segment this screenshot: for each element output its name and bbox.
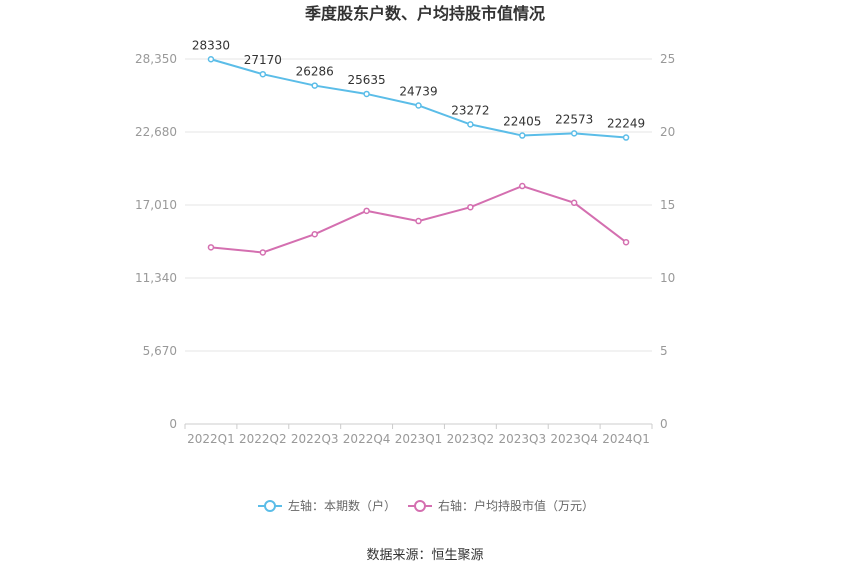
data-point (467, 121, 474, 128)
x-tick-label: 2022Q1 (187, 432, 235, 446)
data-label: 22573 (555, 112, 593, 126)
legend-item-label: 右轴：户均持股市值（万元） (438, 498, 594, 513)
right-tick-label: 25 (660, 52, 675, 66)
data-point (570, 130, 578, 137)
left-tick-label: 11,340 (135, 271, 177, 285)
right-tick-label: 10 (660, 271, 675, 285)
data-label: 22249 (607, 117, 645, 131)
left-tick-label: 17,010 (135, 198, 177, 212)
right-tick-label: 0 (660, 417, 668, 431)
right-tick-label: 5 (660, 344, 668, 358)
x-tick-label: 2023Q3 (498, 432, 546, 446)
legend[interactable]: 左轴：本期数（户） 右轴：户均持股市值（万元） (258, 498, 594, 513)
axes: 0 5,670 11,340 17,010 22,680 28,350 0 5 10 15 20 25… (135, 52, 675, 446)
data-label: 25635 (348, 73, 386, 87)
series-layer: 28330 27170 26286 25635 24739 23272 22405 22573… (192, 38, 645, 256)
data-point (570, 199, 578, 207)
data-point (311, 230, 318, 238)
chart-title: 季度股东户数、户均持股市值情况 (304, 4, 545, 23)
data-point (207, 56, 215, 63)
data-point (259, 249, 267, 256)
x-tick-label: 2022Q2 (239, 432, 287, 446)
data-point (622, 238, 630, 246)
data-point (415, 102, 422, 109)
data-label: 27170 (244, 53, 282, 67)
left-tick-label: 22,680 (135, 125, 177, 139)
x-tick-label: 2022Q4 (343, 432, 391, 446)
data-point (519, 132, 526, 139)
data-point (363, 207, 370, 215)
legend-marker (414, 500, 426, 512)
x-tick-label: 2022Q3 (291, 432, 339, 446)
data-point (363, 90, 370, 98)
left-tick-label: 0 (169, 417, 177, 431)
left-tick-label: 28,350 (135, 52, 177, 66)
data-point (519, 182, 526, 190)
data-label: 26286 (296, 65, 334, 79)
data-point (415, 217, 422, 225)
x-tick-label: 2023Q1 (395, 432, 443, 446)
right-tick-label: 15 (660, 198, 675, 212)
data-point (622, 134, 630, 141)
left-tick-label: 5,670 (143, 344, 177, 358)
x-tick-label: 2023Q4 (550, 432, 598, 446)
data-label: 23272 (451, 103, 489, 117)
right-tick-label: 20 (660, 125, 675, 139)
data-point (467, 203, 474, 211)
data-label: 22405 (503, 115, 541, 129)
legend-marker (264, 500, 276, 512)
source-text: 数据来源：恒生聚源 (366, 548, 483, 563)
data-label: 28330 (192, 38, 230, 52)
x-tick-label: 2024Q1 (602, 432, 650, 446)
data-point (259, 70, 267, 78)
data-point (311, 82, 318, 89)
data-point (207, 244, 215, 251)
data-label: 24739 (399, 84, 437, 98)
legend-item-label: 左轴：本期数（户） (288, 498, 396, 513)
x-tick-label: 2023Q2 (447, 432, 495, 446)
